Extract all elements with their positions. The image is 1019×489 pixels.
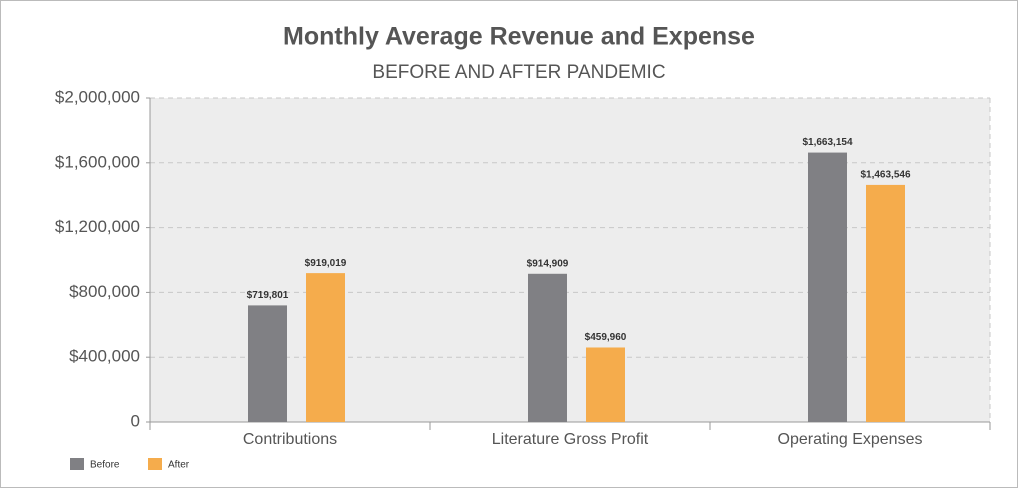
legend-swatch xyxy=(70,458,84,470)
x-tick-label: Literature Gross Profit xyxy=(492,431,649,448)
x-tick-label: Contributions xyxy=(243,431,337,448)
bar xyxy=(586,347,625,422)
y-tick-label: $800,000 xyxy=(69,282,140,301)
bar xyxy=(866,184,905,422)
value-label: $1,463,546 xyxy=(860,170,910,181)
value-label: $914,909 xyxy=(527,258,569,269)
value-label: $459,960 xyxy=(585,332,627,343)
bar xyxy=(808,152,847,423)
bar xyxy=(528,273,567,422)
legend-label: After xyxy=(168,460,190,471)
y-tick-label: $1,600,000 xyxy=(55,152,140,171)
legend-swatch xyxy=(148,458,162,470)
value-label: $919,019 xyxy=(305,258,347,269)
y-tick-label: $400,000 xyxy=(69,347,140,366)
bar xyxy=(248,305,287,422)
y-tick-label: $1,200,000 xyxy=(55,217,140,236)
bar xyxy=(306,273,345,422)
y-tick-label: $2,000,000 xyxy=(55,87,140,106)
legend-label: Before xyxy=(90,460,120,471)
plot-area xyxy=(150,98,990,422)
value-label: $1,663,154 xyxy=(802,137,852,148)
chart-subtitle: BEFORE AND AFTER PANDEMIC xyxy=(372,62,665,83)
x-tick-label: Operating Expenses xyxy=(778,431,923,448)
chart-title: Monthly Average Revenue and Expense xyxy=(283,23,755,51)
y-tick-label: 0 xyxy=(131,411,140,430)
value-label: $719,801 xyxy=(247,290,289,301)
